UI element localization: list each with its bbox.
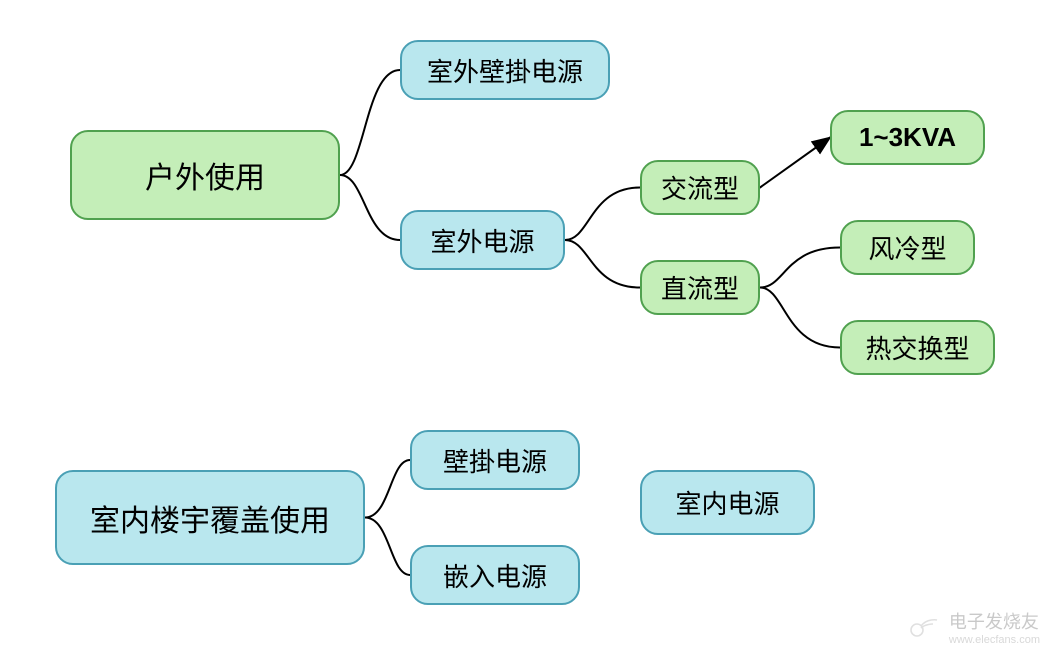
node-ps_in: 室内电源 — [640, 470, 815, 535]
node-hex: 热交换型 — [840, 320, 995, 375]
node-air: 风冷型 — [840, 220, 975, 275]
node-dc: 直流型 — [640, 260, 760, 315]
node-embed: 嵌入电源 — [410, 545, 580, 605]
node-kva: 1~3KVA — [830, 110, 985, 165]
node-ps_out: 室外电源 — [400, 210, 565, 270]
node-wall_in: 壁掛电源 — [410, 430, 580, 490]
node-ac: 交流型 — [640, 160, 760, 215]
node-indoor: 室内楼宇覆盖使用 — [55, 470, 365, 565]
watermark-url: www.elecfans.com — [949, 634, 1040, 646]
watermark: 电子发烧友 www.elecfans.com — [907, 608, 1040, 646]
node-outdoor: 户外使用 — [70, 130, 340, 220]
node-wall_out: 室外壁掛电源 — [400, 40, 610, 100]
watermark-icon — [907, 614, 941, 640]
watermark-brand: 电子发烧友 — [949, 608, 1040, 634]
